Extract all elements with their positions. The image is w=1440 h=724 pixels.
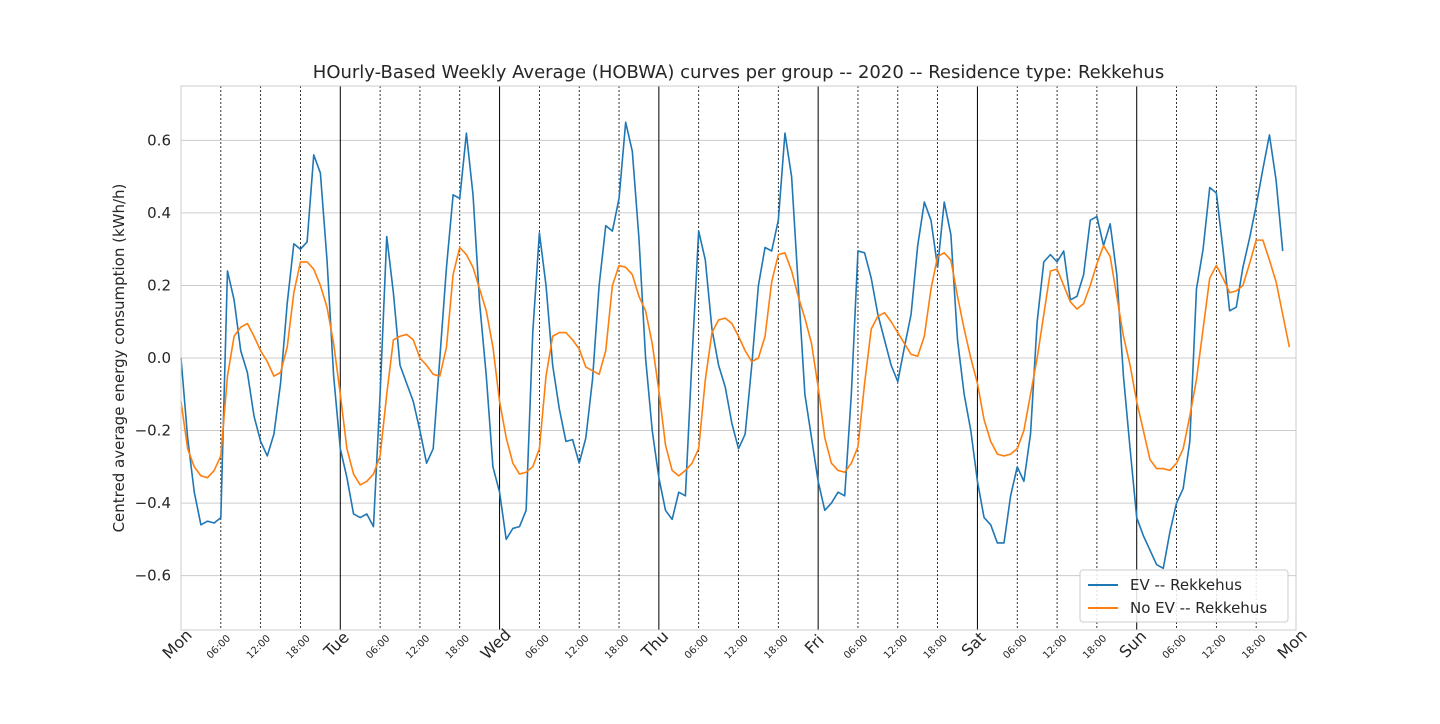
x-tick-labels: Mon Tue Wed Thu Fri Sat Sun Mon 06:00 12:00 18:00 0…	[158, 625, 1310, 663]
hour-tick-label: 12:00	[563, 633, 591, 661]
hour-tick-label: 12:00	[245, 633, 273, 661]
hour-tick-label: 18:00	[762, 633, 790, 661]
day-tick-label: Mon	[158, 625, 195, 662]
y-tick-label: −0.4	[135, 494, 171, 512]
day-hour-separators	[220, 86, 1257, 630]
hour-tick-label: 06:00	[1001, 633, 1029, 661]
day-tick-label: Fri	[801, 631, 828, 658]
legend-label: No EV -- Rekkehus	[1130, 599, 1267, 617]
y-tick-labels: −0.6 −0.4 −0.2 0.0 0.2 0.4 0.6	[135, 131, 171, 584]
hour-tick-label: 18:00	[1240, 633, 1268, 661]
hour-tick-label: 12:00	[1041, 633, 1069, 661]
hour-tick-label: 18:00	[1081, 633, 1109, 661]
hour-tick-label: 18:00	[444, 633, 472, 661]
y-tick-label: −0.6	[135, 567, 171, 585]
y-tick-label: 0.2	[147, 276, 171, 294]
hour-tick-label: 18:00	[285, 633, 313, 661]
hour-tick-label: 06:00	[683, 633, 711, 661]
y-axis-label: Centred average energy consumption (kWh/…	[110, 184, 128, 533]
y-tick-label: 0.4	[147, 204, 171, 222]
hour-tick-label: 18:00	[922, 633, 950, 661]
hour-tick-label: 12:00	[1201, 633, 1229, 661]
y-tick-label: −0.2	[135, 422, 171, 440]
hour-tick-label: 18:00	[603, 633, 631, 661]
legend: EV -- Rekkehus No EV -- Rekkehus	[1079, 569, 1289, 623]
hour-tick-label: 12:00	[882, 633, 910, 661]
hour-tick-label: 06:00	[364, 633, 392, 661]
y-tick-label: 0.6	[147, 131, 171, 149]
hour-tick-label: 12:00	[723, 633, 751, 661]
day-tick-label: Wed	[477, 625, 515, 663]
hour-tick-label: 12:00	[404, 633, 432, 661]
day-tick-label: Mon	[1273, 625, 1310, 662]
hour-tick-label: 06:00	[842, 633, 870, 661]
chart-title: HOurly-Based Weekly Average (HOBWA) curv…	[313, 62, 1164, 83]
hour-tick-label: 06:00	[205, 633, 233, 661]
series-layer	[180, 121, 1291, 570]
legend-label: EV -- Rekkehus	[1130, 576, 1242, 594]
day-tick-label: Sun	[1115, 627, 1150, 662]
legend-box	[1079, 569, 1289, 623]
day-tick-label: Sat	[958, 628, 990, 660]
plot-frame	[180, 85, 1297, 631]
series-line-no-ev	[180, 239, 1291, 486]
hour-tick-label: 06:00	[524, 633, 552, 661]
hour-tick-label: 06:00	[1161, 633, 1189, 661]
day-tick-label: Thu	[637, 627, 672, 662]
y-tick-label: 0.0	[147, 349, 171, 367]
series-line-ev	[180, 121, 1284, 570]
day-tick-label: Tue	[319, 628, 352, 661]
